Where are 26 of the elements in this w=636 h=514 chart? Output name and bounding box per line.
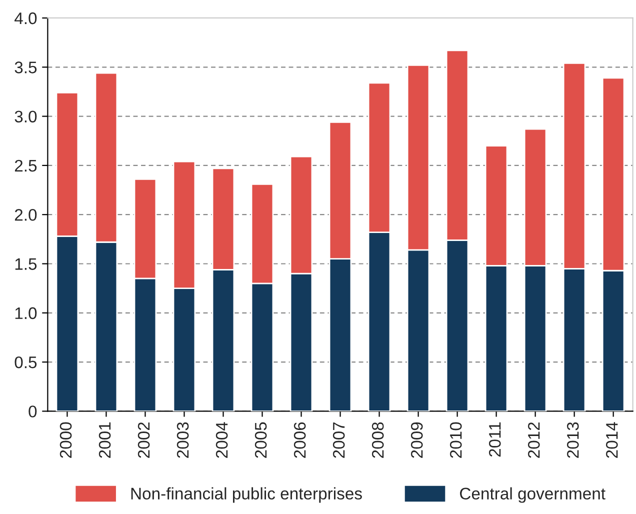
x-tick-label: 2008 bbox=[372, 422, 384, 458]
x-tick-label: 2006 bbox=[294, 422, 306, 458]
y-tick-label: 3.0 bbox=[14, 110, 37, 122]
y-tick-label: 0.5 bbox=[14, 356, 37, 368]
y-tick-label: 3.5 bbox=[14, 62, 37, 74]
x-tick-label: 2001 bbox=[98, 422, 111, 458]
y-tick-label: 0 bbox=[28, 406, 37, 418]
y-tick-label: 4.0 bbox=[14, 12, 37, 24]
x-tick-label: 2003 bbox=[176, 422, 189, 458]
x-tick-label: 2009 bbox=[410, 422, 423, 458]
y-tick-label: 1.5 bbox=[15, 258, 37, 270]
x-tick-label: 2005 bbox=[254, 422, 267, 458]
x-tick-label: 2004 bbox=[216, 422, 228, 458]
y-tick-label: 2.0 bbox=[14, 208, 37, 221]
x-tick-label: 2011 bbox=[488, 422, 501, 457]
legend-label: Non-financial public enterprises bbox=[131, 487, 362, 503]
y-tick-label: 2.5 bbox=[14, 160, 37, 172]
x-tick-label: 2010 bbox=[450, 422, 462, 458]
x-tick-label: 2000 bbox=[60, 422, 72, 458]
x-tick-label: 2013 bbox=[566, 422, 579, 458]
x-tick-label: 2012 bbox=[528, 422, 540, 458]
legend-label: Central government bbox=[460, 487, 606, 503]
x-tick-label: 2002 bbox=[138, 422, 150, 458]
y-tick-label: 1.0 bbox=[15, 307, 37, 320]
x-tick-label: 2007 bbox=[332, 422, 345, 458]
x-tick-label: 2014 bbox=[606, 422, 618, 458]
